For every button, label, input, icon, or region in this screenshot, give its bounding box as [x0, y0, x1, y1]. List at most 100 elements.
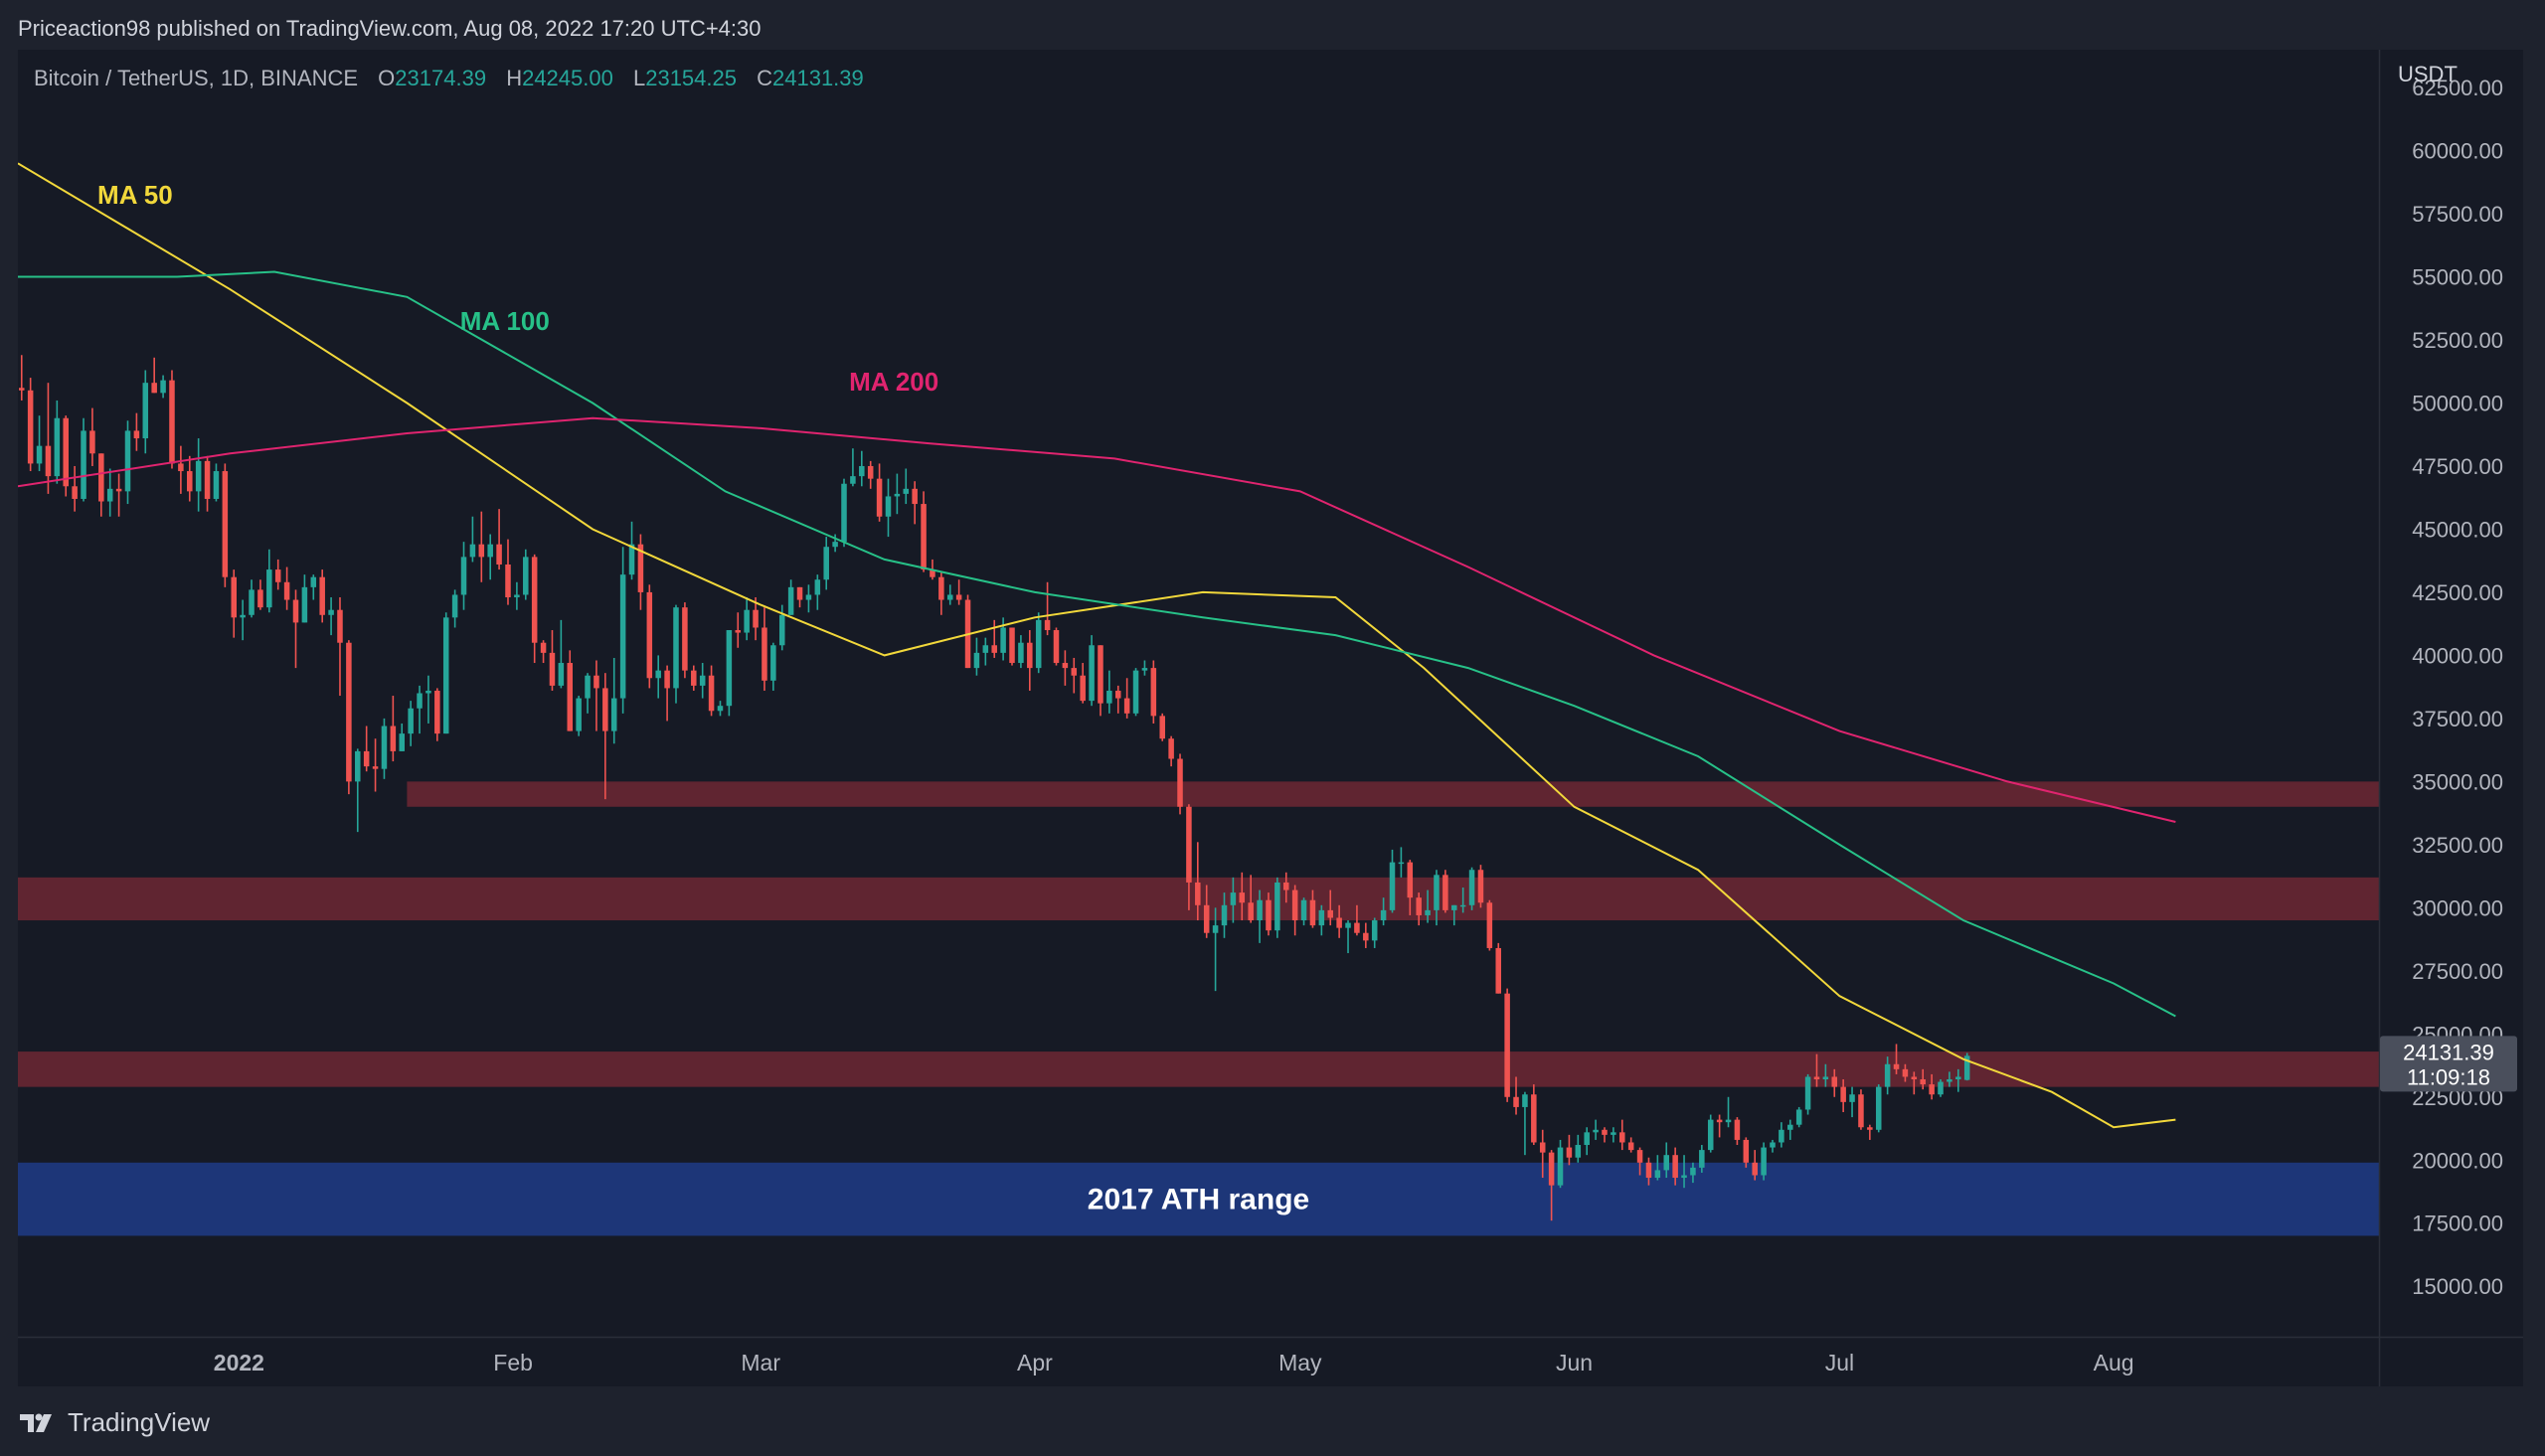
candle-body	[1459, 904, 1466, 907]
time-tick-label: Mar	[741, 1350, 780, 1375]
candle-body	[442, 617, 449, 734]
candle-body	[1106, 690, 1112, 704]
candle-body	[1690, 1167, 1696, 1176]
candle-body	[717, 706, 724, 712]
candle-body	[1309, 899, 1316, 926]
candle-body	[451, 594, 458, 618]
candle-body	[682, 607, 688, 671]
candle-body	[1636, 1150, 1643, 1163]
candle-body	[478, 544, 485, 558]
chart-panel[interactable]: 2017 ATH range MA 50 MA 100 MA 200 15000.00 1…	[18, 50, 2523, 1386]
candle-body	[1893, 1063, 1900, 1069]
candle-body	[628, 544, 635, 575]
candle-body	[894, 493, 901, 497]
candle-body	[753, 609, 759, 628]
candle-body	[1611, 1132, 1616, 1135]
candle-body	[558, 663, 565, 686]
candle-body	[257, 589, 263, 608]
price-tick-label: 37500.00	[2412, 707, 2503, 731]
high-label: H	[506, 66, 523, 90]
candle-body	[735, 630, 742, 633]
candle-body	[1062, 663, 1069, 669]
candle-body	[1336, 917, 1342, 928]
candle-body	[1177, 758, 1183, 807]
candle-body	[1920, 1079, 1926, 1085]
candle-body	[1707, 1119, 1714, 1151]
candle-body	[160, 380, 166, 394]
candle-body	[1875, 1086, 1882, 1130]
candle-body	[363, 750, 370, 767]
candle-body	[1938, 1081, 1944, 1095]
candle-body	[778, 614, 785, 646]
candle-body	[1654, 1170, 1661, 1179]
open-label: O	[378, 66, 396, 90]
candle-body	[222, 471, 229, 577]
candle-body	[637, 544, 644, 592]
candle-body	[859, 465, 865, 477]
publisher-line: Priceaction98 published on TradingView.c…	[18, 16, 762, 41]
candlestick-chart[interactable]: 2017 ATH range MA 50 MA 100 MA 200 15000.00 1…	[18, 50, 2523, 1386]
candle-body	[54, 417, 61, 477]
candle-body	[1947, 1079, 1952, 1082]
candle-body	[973, 652, 980, 669]
candle-body	[1035, 619, 1042, 669]
candle-body	[726, 630, 733, 707]
candle-body	[946, 594, 953, 600]
candle-body	[744, 609, 750, 633]
tradingview-logo[interactable]: TradingView	[20, 1407, 210, 1438]
price-tick-label: 52500.00	[2412, 328, 2503, 353]
candle-body	[955, 594, 962, 600]
price-tick-label: 17500.00	[2412, 1212, 2503, 1236]
low-label: L	[632, 66, 646, 90]
ath-range-zone	[18, 1162, 2379, 1236]
candle-body	[283, 581, 290, 600]
candle-body	[292, 599, 299, 623]
candle-body	[1098, 645, 1103, 704]
candle-body	[1681, 1175, 1687, 1179]
candle-body	[27, 390, 34, 464]
candle-body	[770, 645, 776, 681]
candle-body	[98, 453, 104, 502]
candle-body	[1548, 1152, 1555, 1186]
candle-body	[1752, 1162, 1758, 1176]
tradingview-name: TradingView	[68, 1407, 211, 1437]
candle-body	[1787, 1124, 1793, 1130]
candle-body	[1159, 716, 1165, 739]
candle-body	[1380, 909, 1387, 921]
candle-body	[124, 430, 131, 492]
price-tick-label: 47500.00	[2412, 454, 2503, 479]
candle-body	[1593, 1129, 1599, 1133]
candle-body	[585, 675, 591, 699]
candle-body	[1407, 862, 1414, 898]
candle-body	[178, 463, 184, 472]
time-tick-label: 2022	[214, 1350, 264, 1375]
candle-body	[1770, 1142, 1776, 1148]
candle-body	[63, 417, 69, 487]
candle-body	[274, 569, 281, 582]
candle-body	[1274, 882, 1280, 931]
candle-body	[1389, 862, 1396, 910]
candle-body	[204, 460, 211, 499]
candle-body	[1354, 922, 1360, 933]
ma50-label: MA 50	[97, 180, 173, 210]
candle-body	[1434, 875, 1440, 910]
ma200-label: MA 200	[849, 367, 938, 397]
candle-body	[1027, 642, 1033, 669]
ma200-line	[18, 416, 2176, 823]
symbol-title[interactable]: Bitcoin / TetherUS, 1D, BINANCE	[34, 66, 359, 90]
candle-body	[850, 476, 856, 484]
candle-body	[549, 652, 556, 686]
candle-body	[115, 488, 122, 492]
candle-body	[417, 693, 423, 709]
candle-body	[1071, 668, 1078, 676]
time-tick-label: Aug	[2094, 1350, 2134, 1375]
low-value: 23154.25	[645, 66, 737, 90]
ath-range-label: 2017 ATH range	[1088, 1184, 1309, 1216]
candle-body	[19, 388, 25, 391]
candle-body	[1734, 1119, 1741, 1140]
ma100-line	[18, 270, 2176, 1018]
footer-bar: TradingView	[0, 1391, 2545, 1456]
candle-body	[1195, 882, 1201, 905]
candle-body	[1619, 1132, 1625, 1143]
candle-body	[142, 383, 149, 439]
